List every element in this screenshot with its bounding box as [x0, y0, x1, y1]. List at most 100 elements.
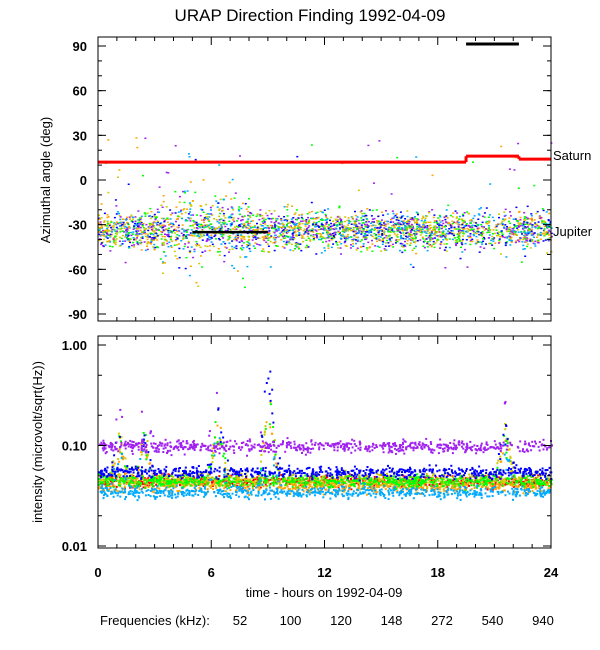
azimuth-point: [460, 246, 462, 249]
azimuth-point: [242, 242, 245, 244]
azimuth-point: [513, 230, 516, 232]
azimuth-point: [108, 224, 111, 227]
azimuth-point: [141, 224, 144, 227]
intensity-point-120: [165, 478, 168, 481]
azimuth-point: [329, 219, 331, 222]
azimuth-point: [511, 230, 514, 232]
azimuth-point: [424, 219, 427, 221]
intensity-point-52: [199, 479, 202, 482]
azimuth-point: [320, 238, 323, 240]
azimuth-point: [414, 216, 416, 218]
azimuth-point: [322, 228, 324, 230]
azimuth-point: [434, 220, 437, 222]
azimuth-point: [444, 267, 447, 269]
azimuth-point: [239, 247, 242, 249]
azimuth-point: [109, 233, 112, 236]
azimuth-point: [457, 224, 460, 226]
azimuth-point: [237, 217, 240, 220]
azimuth-point: [175, 206, 178, 208]
azimuth-point: [275, 244, 277, 247]
azimuth-point: [488, 242, 491, 245]
intensity-point-100: [303, 487, 306, 490]
azimuth-point: [453, 226, 456, 229]
intensity-point-52: [269, 482, 272, 485]
azimuth-point: [103, 220, 106, 222]
intensity-point-100: [502, 452, 505, 455]
azimuth-point: [328, 240, 331, 242]
azimuth-point: [523, 248, 526, 250]
azimuth-point: [155, 228, 157, 230]
intensity-point-120: [500, 480, 502, 483]
azimuth-point: [339, 237, 342, 240]
intensity-point-52: [155, 483, 158, 486]
azimuth-point: [502, 236, 504, 238]
intensity-point-100: [298, 487, 301, 490]
azimuth-point: [300, 220, 302, 223]
azimuth-point: [220, 233, 223, 236]
azimuth-point: [419, 231, 422, 233]
azimuth-point: [203, 226, 206, 229]
azimuth-point: [439, 216, 442, 218]
azimuth-point: [504, 224, 507, 226]
intensity-point-52: [418, 484, 421, 486]
azimuth-point: [162, 195, 165, 197]
azimuth-point: [441, 226, 444, 228]
intensity-point-100: [167, 486, 170, 489]
azimuth-point: [463, 225, 466, 227]
azimuth-point: [198, 244, 201, 246]
azimuth-point: [171, 240, 174, 242]
azimuth-point: [286, 206, 289, 208]
azimuth-point: [488, 220, 491, 223]
intensity-point-100: [414, 485, 417, 488]
intensity-point-100: [390, 482, 393, 485]
intensity-point-120: [212, 443, 215, 446]
azimuth-point: [130, 215, 133, 218]
intensity-point-120: [443, 474, 446, 476]
azimuth-point: [506, 226, 508, 228]
azimuth-point: [291, 220, 294, 223]
azimuth-point: [547, 219, 550, 221]
intensity-point-100: [219, 426, 222, 429]
azimuth-point: [397, 223, 400, 226]
azimuth-point: [526, 205, 529, 208]
azimuth-point: [192, 214, 195, 216]
intensity-point-120: [426, 486, 429, 489]
azimuth-point: [325, 237, 328, 239]
azimuth-point: [292, 249, 295, 252]
azimuth-point: [240, 207, 243, 210]
azimuth-point: [259, 244, 262, 246]
azimuth-point: [463, 248, 466, 251]
azimuth-point: [204, 250, 207, 252]
azimuth-point: [321, 236, 324, 238]
azimuth-point: [500, 231, 503, 234]
azimuth-point: [509, 226, 512, 229]
azimuth-point: [170, 235, 173, 238]
azimuth-point: [423, 227, 426, 229]
azimuth-point: [180, 240, 183, 242]
azimuth-point: [190, 229, 193, 231]
azimuth-point: [289, 236, 292, 238]
azimuth-point: [437, 231, 439, 233]
azimuth-point: [221, 209, 224, 212]
intensity-point-100: [302, 490, 305, 493]
azimuth-point: [106, 223, 109, 226]
azimuth-point: [213, 227, 216, 229]
azimuth-point: [537, 239, 540, 241]
intensity-point-100: [204, 480, 207, 483]
azimuth-point: [370, 215, 373, 217]
intensity-point-100: [171, 483, 174, 486]
intensity-point-100: [438, 488, 441, 491]
intensity-point-100: [359, 488, 362, 491]
azimuth-point: [324, 227, 326, 229]
intensity-point-52: [382, 476, 385, 479]
intensity-point-120: [504, 477, 507, 480]
azimuth-point: [411, 217, 414, 219]
azimuth-point: [338, 205, 341, 208]
azimuth-point: [216, 206, 219, 208]
intensity-point-100: [509, 483, 512, 486]
azimuth-point: [242, 247, 245, 249]
azimuth-point: [350, 244, 352, 246]
azimuth-point: [339, 247, 342, 249]
azimuth-point: [398, 225, 401, 228]
azimuth-point: [125, 226, 128, 229]
